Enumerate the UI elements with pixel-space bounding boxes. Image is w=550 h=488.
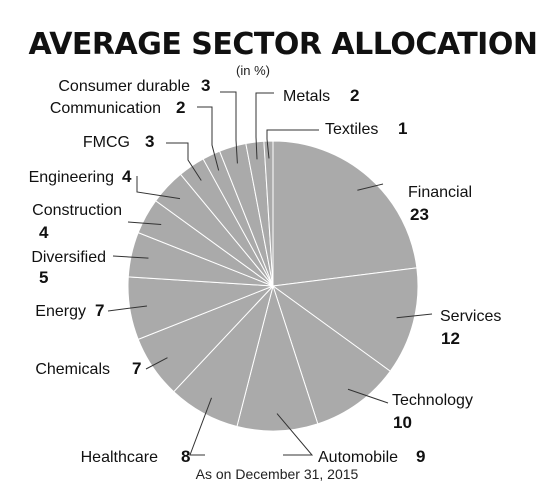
slice-value-fmcg: 3 xyxy=(145,132,154,151)
leader-line-energy xyxy=(107,305,148,312)
leader-line-automobile xyxy=(276,413,314,456)
slice-label-automobile: Automobile xyxy=(318,449,398,466)
slice-label-consumer-durable: Consumer durable xyxy=(58,78,190,95)
slice-labels: Financial23Services12Technology10Automob… xyxy=(29,76,502,466)
leader-line-consumer-durable xyxy=(220,91,238,164)
slice-value-technology: 10 xyxy=(393,413,412,432)
slice-value-chemicals: 7 xyxy=(132,359,141,378)
leader-line-textiles xyxy=(266,129,319,159)
pie-slice-technology xyxy=(272,284,392,425)
slice-label-communication: Communication xyxy=(50,100,161,117)
slice-label-fmcg: FMCG xyxy=(83,134,130,151)
slice-value-textiles: 1 xyxy=(398,119,407,138)
leader-line-fmcg xyxy=(166,142,202,181)
leader-line-metals xyxy=(255,92,274,160)
leader-line-chemicals xyxy=(145,357,168,370)
slice-label-construction: Construction xyxy=(32,202,122,219)
slice-value-diversified: 5 xyxy=(39,268,48,287)
pie-slice-financial xyxy=(272,140,418,287)
slice-value-engineering: 4 xyxy=(122,167,132,186)
leader-line-technology xyxy=(347,388,389,404)
slice-label-healthcare: Healthcare xyxy=(81,449,158,466)
chart-footnote: As on December 31, 2015 xyxy=(196,466,359,482)
slice-label-energy: Energy xyxy=(35,303,86,320)
slice-label-textiles: Textiles xyxy=(325,121,378,138)
slice-value-communication: 2 xyxy=(176,98,185,117)
chart-subtitle: (in %) xyxy=(236,63,270,78)
chart-title: AVERAGE SECTOR ALLOCATION xyxy=(29,27,538,62)
slice-value-financial: 23 xyxy=(410,205,429,224)
slice-value-automobile: 9 xyxy=(416,447,425,466)
slice-value-healthcare: 8 xyxy=(181,447,190,466)
leader-line-healthcare xyxy=(189,397,212,456)
pie-slices xyxy=(127,140,419,432)
slice-value-metals: 2 xyxy=(350,86,359,105)
slice-label-diversified: Diversified xyxy=(31,249,106,266)
slice-value-construction: 4 xyxy=(39,223,49,242)
slice-label-chemicals: Chemicals xyxy=(35,361,110,378)
slice-label-engineering: Engineering xyxy=(29,169,114,186)
slice-value-services: 12 xyxy=(441,329,460,348)
leader-line-diversified xyxy=(112,255,149,259)
leader-line-construction xyxy=(127,221,162,226)
slice-value-energy: 7 xyxy=(95,301,104,320)
leader-lines xyxy=(107,91,433,456)
slice-label-services: Services xyxy=(440,308,501,325)
slice-label-technology: Technology xyxy=(392,392,473,409)
leader-line-communication xyxy=(197,106,220,171)
pie-slice-textiles xyxy=(263,140,274,287)
slice-label-financial: Financial xyxy=(408,184,472,201)
pie-slice-services xyxy=(271,267,419,372)
leader-line-engineering xyxy=(136,176,181,200)
pie-slice-automobile xyxy=(236,284,319,432)
leader-line-services xyxy=(396,313,433,319)
slice-label-metals: Metals xyxy=(283,88,330,105)
slice-value-consumer-durable: 3 xyxy=(201,76,210,95)
leader-line-financial xyxy=(357,183,384,191)
